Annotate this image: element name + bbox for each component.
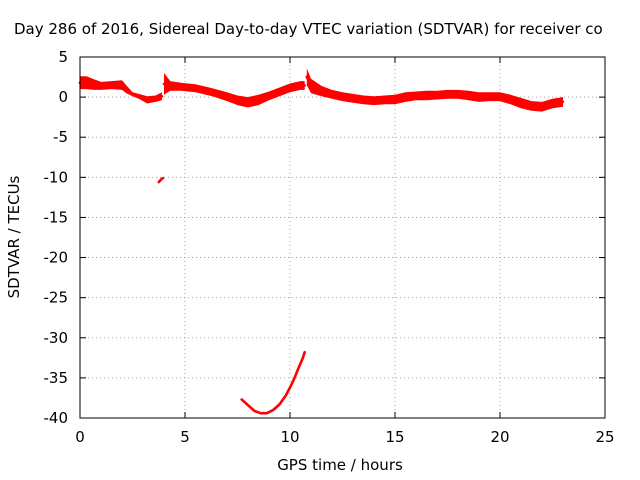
chart-title: Day 286 of 2016, Sidereal Day-to-day VTE… <box>14 20 603 38</box>
y-tick-label: -40 <box>44 409 69 427</box>
y-tick-label: -20 <box>44 249 69 267</box>
x-tick-label: 0 <box>75 428 85 446</box>
axis-ticks: 0 5 10 15 20 25 5 0 -5 -10 -15 -20 -25 -30 -35 -40 <box>44 48 615 446</box>
series-2-band <box>164 73 305 108</box>
series-2-line <box>162 82 307 104</box>
y-tick-label: -35 <box>44 369 69 387</box>
plot-frame <box>79 56 606 419</box>
y-tick-label: 0 <box>58 88 68 106</box>
y-axis-label: SDTVAR / TECUs <box>5 175 23 298</box>
x-tick-label: 15 <box>385 428 404 446</box>
data-layer <box>78 68 565 415</box>
y-tick-label: -15 <box>44 208 69 226</box>
x-axis-label: GPS time / hours <box>277 456 403 474</box>
x-tick-label: 20 <box>490 428 509 446</box>
x-tick-label: 10 <box>280 428 299 446</box>
series-4-line <box>157 176 165 184</box>
series-5-line <box>240 350 307 415</box>
series-3-line <box>305 75 565 108</box>
grid <box>80 57 605 418</box>
y-tick-label: -5 <box>53 128 68 146</box>
y-tick-label: -10 <box>44 168 69 186</box>
series-1-line <box>78 81 164 102</box>
y-tick-label: -25 <box>44 289 69 307</box>
y-tick-label: 5 <box>58 48 68 66</box>
y-tick-label: -30 <box>44 329 69 347</box>
x-tick-label: 25 <box>595 428 614 446</box>
x-tick-label: 5 <box>180 428 190 446</box>
